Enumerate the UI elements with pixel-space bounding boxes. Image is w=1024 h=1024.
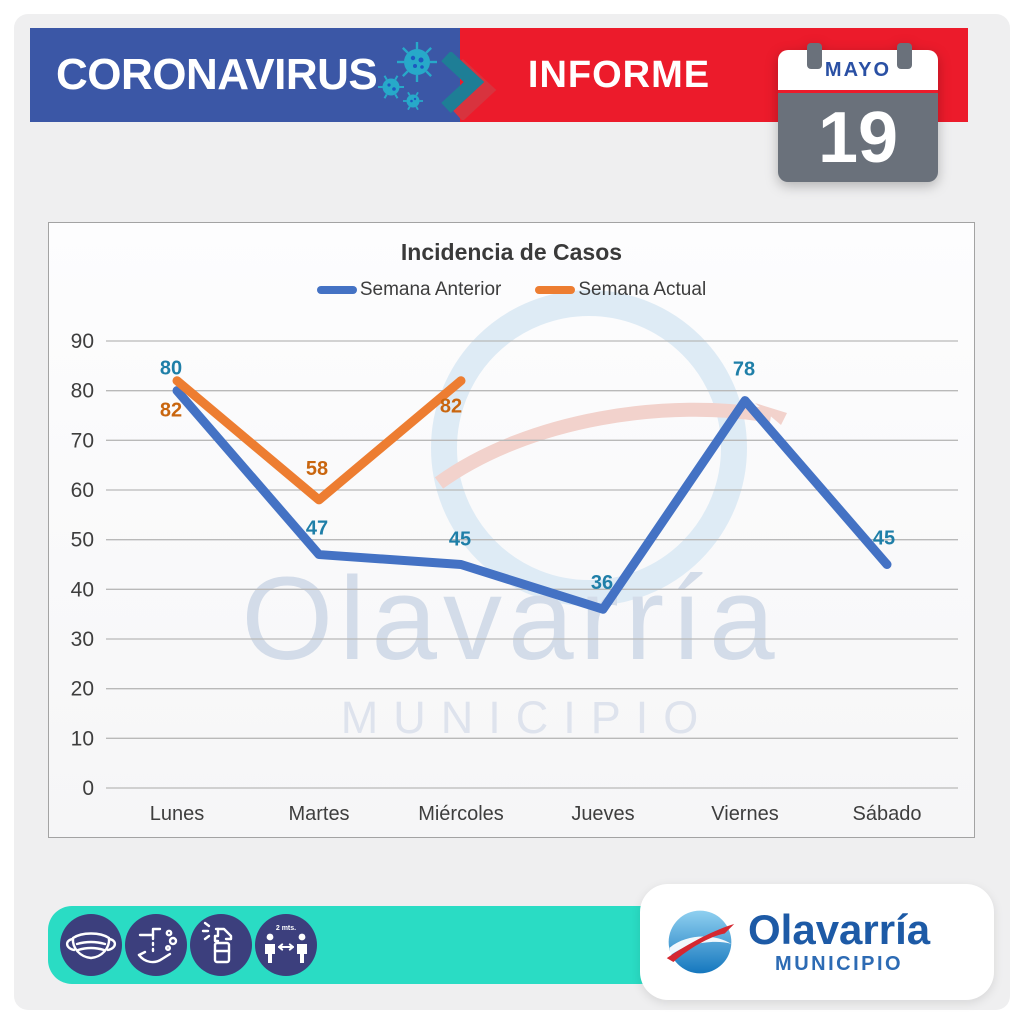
calendar-ring-left: [807, 43, 822, 69]
legend-swatch: [535, 286, 576, 294]
prevention-icons-band: 2 mts.: [48, 906, 664, 984]
svg-text:58: 58: [306, 458, 328, 480]
disinfectant-spray-icon: [190, 914, 252, 976]
svg-text:80: 80: [160, 358, 182, 380]
svg-text:20: 20: [71, 678, 94, 701]
svg-text:30: 30: [71, 628, 94, 651]
logo-name: Olavarría: [748, 905, 931, 953]
legend-label: Semana Actual: [578, 279, 707, 300]
coronavirus-title: CORONAVIRUS: [56, 50, 378, 99]
svg-text:Martes: Martes: [288, 803, 349, 825]
svg-text:80: 80: [71, 380, 94, 403]
legend-label: Semana Anterior: [359, 279, 502, 300]
svg-text:90: 90: [71, 330, 94, 353]
svg-text:MUNICIPIO: MUNICIPIO: [341, 692, 714, 743]
legend-swatch: [316, 286, 357, 294]
olavarria-globe-icon: [666, 910, 735, 974]
svg-text:45: 45: [873, 528, 895, 550]
incidence-line-chart: Olavarría MUNICIPIO 0 10 20 30 40 50 60 70 80 90 Lun…: [71, 290, 958, 825]
svg-text:82: 82: [440, 396, 462, 418]
calendar-day-body: 19: [778, 93, 938, 182]
informe-label: INFORME: [527, 53, 711, 96]
svg-text:Jueves: Jueves: [571, 803, 634, 825]
svg-text:40: 40: [71, 578, 94, 601]
svg-text:82: 82: [160, 400, 182, 422]
social-distance-icon: 2 mts.: [255, 914, 317, 976]
svg-text:70: 70: [71, 429, 94, 452]
distance-label: 2 mts.: [276, 925, 296, 932]
svg-text:Miércoles: Miércoles: [418, 803, 504, 825]
calendar-divider: [778, 90, 938, 93]
calendar-month-header: MAYO: [778, 50, 938, 90]
virus-icon: [378, 42, 437, 111]
logo-text: Olavarría MUNICIPIO: [748, 905, 931, 976]
calendar-widget: MAYO 19: [778, 38, 938, 182]
watermark: Olavarría MUNICIPIO: [241, 290, 787, 743]
face-mask-icon: [60, 914, 122, 976]
chart-legend: Semana Anterior Semana Actual: [49, 279, 974, 301]
chart-title: Incidencia de Casos: [400, 239, 623, 265]
svg-text:36: 36: [591, 572, 613, 594]
svg-text:Lunes: Lunes: [150, 803, 205, 825]
svg-text:10: 10: [71, 727, 94, 750]
virus-icons: [366, 42, 450, 126]
legend-item: Semana Actual: [535, 279, 706, 301]
chevron-right-icon: [432, 50, 508, 122]
svg-text:Sábado: Sábado: [853, 803, 922, 825]
logo-subtitle: MUNICIPIO: [775, 953, 904, 976]
header-blue-band: CORONAVIRUS: [30, 28, 460, 122]
calendar-ring-right: [897, 43, 912, 69]
svg-text:Viernes: Viernes: [711, 803, 778, 825]
legend-item: Semana Anterior: [316, 279, 502, 301]
svg-text:50: 50: [71, 529, 94, 552]
svg-text:47: 47: [306, 518, 328, 540]
chart-panel: Olavarría MUNICIPIO 0 10 20 30 40 50 60 70 80 90 Lun…: [48, 222, 975, 838]
svg-text:0: 0: [82, 777, 94, 800]
infographic-canvas: CORONAVIRUS INFORME: [14, 14, 1010, 1010]
svg-text:45: 45: [449, 529, 471, 551]
hand-washing-icon: [125, 914, 187, 976]
calendar-day: 19: [817, 97, 899, 178]
svg-text:Olavarría: Olavarría: [241, 553, 780, 685]
svg-text:60: 60: [71, 479, 94, 502]
calendar-month: MAYO: [824, 58, 892, 81]
municipality-logo-card: Olavarría MUNICIPIO: [640, 884, 994, 1000]
svg-text:78: 78: [733, 359, 755, 381]
